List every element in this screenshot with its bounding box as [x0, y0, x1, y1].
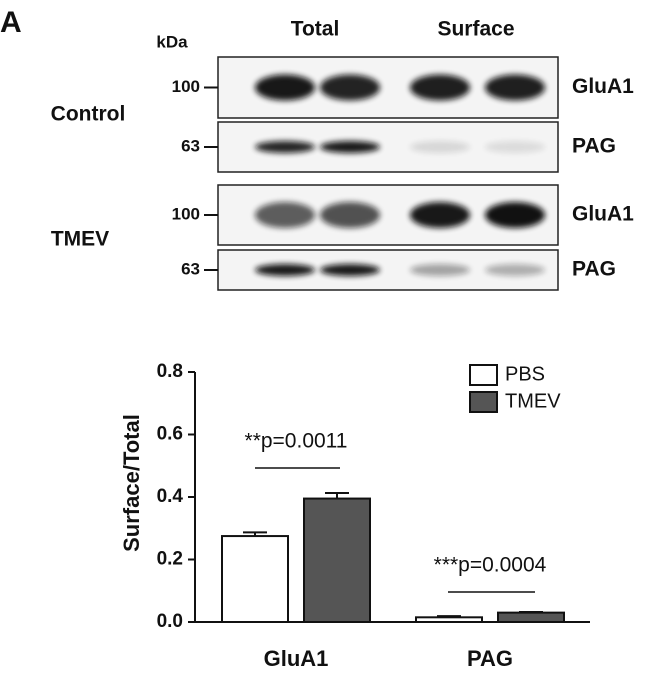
legend-label: TMEV [505, 390, 561, 412]
y-tick-label: 0.2 [157, 549, 183, 570]
bar [497, 611, 565, 623]
marker-label: 63 [181, 259, 200, 278]
marker-label: 63 [181, 136, 200, 155]
band [320, 202, 380, 228]
band [410, 202, 470, 228]
y-tick-label: 0.6 [157, 424, 183, 445]
band [410, 141, 470, 153]
legend-swatch [469, 391, 498, 413]
band [255, 202, 315, 228]
band [255, 264, 315, 276]
column-label: Total [291, 18, 340, 41]
y-tick-label: 0.8 [157, 361, 183, 382]
band [485, 141, 545, 153]
band [320, 74, 380, 101]
group-label: TMEV [51, 228, 109, 251]
band [410, 74, 470, 101]
band [320, 264, 380, 276]
legend-swatch [469, 364, 498, 386]
protein-label: PAG [572, 258, 616, 281]
y-tick-label: 0.4 [157, 486, 184, 507]
column-label: Surface [437, 18, 514, 41]
annotation: ***p=0.0004 [434, 554, 547, 577]
band [410, 264, 470, 276]
bar [303, 497, 371, 623]
x-tick-label: GluA1 [264, 646, 329, 671]
band [485, 202, 545, 228]
band [485, 264, 545, 276]
annotation: **p=0.0011 [245, 430, 348, 453]
band [255, 141, 315, 153]
y-axis-label: Surface/Total [119, 414, 144, 552]
bar [415, 616, 483, 623]
panel-label: A [0, 6, 22, 39]
band [255, 74, 315, 101]
marker-label: 100 [172, 204, 200, 223]
band [320, 141, 380, 153]
legend-label: PBS [505, 363, 545, 385]
bar [221, 535, 289, 623]
y-tick-label: 0.0 [157, 611, 183, 632]
protein-label: GluA1 [572, 75, 634, 98]
band [485, 74, 545, 101]
group-label: Control [51, 103, 126, 126]
protein-label: GluA1 [572, 203, 634, 226]
kda-label: kDa [156, 32, 188, 51]
protein-label: PAG [572, 135, 616, 158]
marker-label: 100 [172, 77, 200, 96]
x-tick-label: PAG [467, 646, 513, 671]
